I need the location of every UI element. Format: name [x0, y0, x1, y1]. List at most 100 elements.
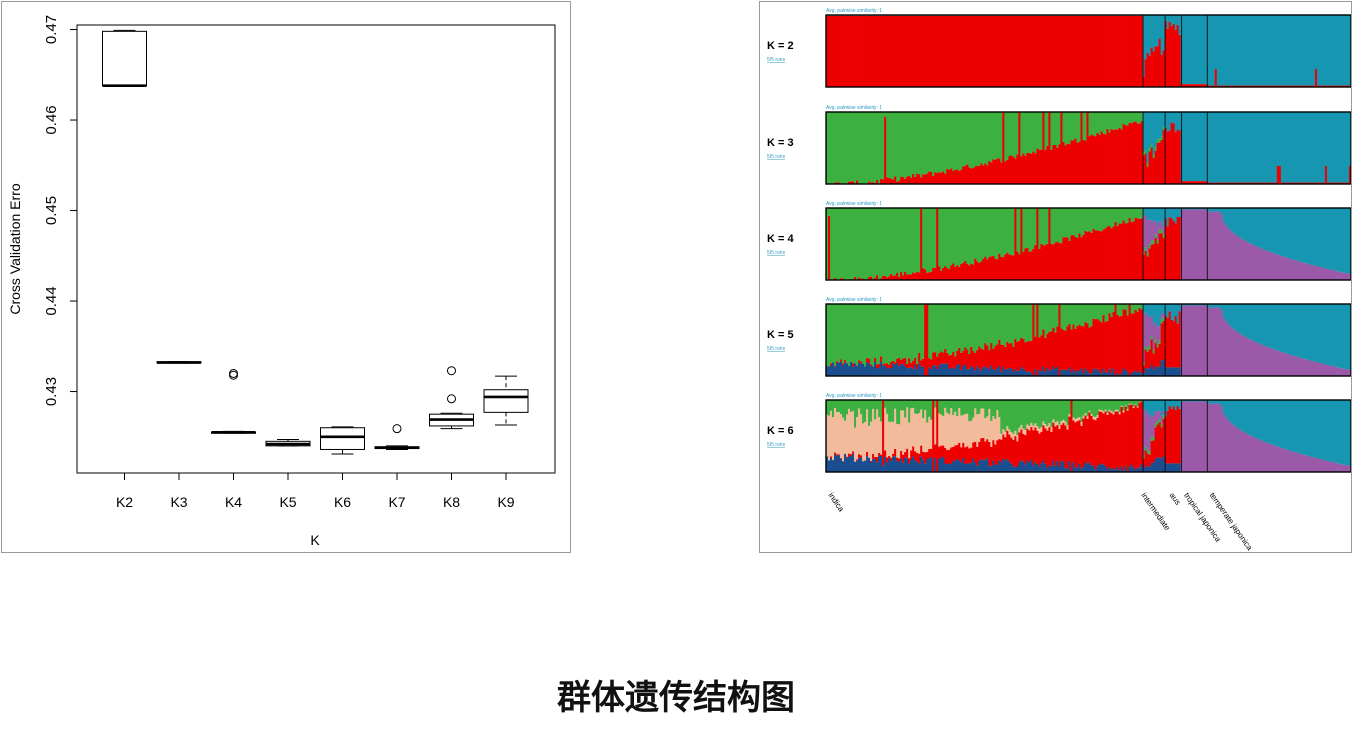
ancestry-segment-navy [1134, 370, 1137, 376]
ancestry-segment-red [1314, 182, 1318, 184]
ancestry-segment-red [990, 162, 993, 184]
ancestry-segment-red [890, 361, 893, 369]
ancestry-segment-red [1092, 419, 1095, 466]
ancestry-segment-teal [1266, 112, 1270, 183]
ancestry-segment-green [1158, 418, 1162, 423]
ancestry-segment-teal [1252, 304, 1256, 342]
ancestry-segment-green [876, 304, 879, 365]
ancestry-segment-red [1076, 142, 1079, 184]
ancestry-segment-navy [1122, 368, 1125, 376]
ancestry-segment-purple [1206, 307, 1210, 376]
ancestry-segment-purple [1298, 357, 1302, 376]
ancestry-segment-navy [1108, 467, 1111, 472]
ancestry-segment-green [1148, 147, 1152, 152]
ancestry-segment-teal [1320, 304, 1324, 364]
ancestry-segment-peach [914, 413, 917, 452]
ancestry-segment-navy [1174, 367, 1178, 376]
ancestry-segment-green [984, 304, 987, 344]
ancestry-segment-red [970, 263, 973, 280]
ancestry-segment-purple [1198, 305, 1202, 376]
ancestry-segment-red [1112, 15, 1115, 87]
ancestry-segment-navy [986, 458, 989, 472]
ancestry-segment-red [894, 362, 897, 365]
ancestry-segment-navy [890, 368, 893, 376]
ancestry-segment-teal [1196, 15, 1200, 85]
ancestry-segment-teal [1212, 112, 1216, 183]
ancestry-segment-green [838, 304, 841, 363]
ancestry-segment-navy [994, 465, 997, 472]
ancestry-segment-purple [1292, 355, 1296, 376]
ancestry-segment-green [1082, 112, 1085, 140]
ancestry-segment-red [1088, 231, 1091, 280]
ancestry-segment-red [1316, 85, 1320, 87]
ancestry-segment-teal [1190, 112, 1194, 182]
ancestry-segment-red [1022, 251, 1025, 280]
ancestry-segment-red [1008, 15, 1011, 87]
ancestry-segment-red [1144, 59, 1148, 87]
ancestry-segment-red [1332, 182, 1336, 184]
ancestry-segment-green [896, 400, 899, 424]
ancestry-segment-navy [1012, 371, 1015, 376]
ancestry-segment-teal [1206, 400, 1210, 404]
ancestry-segment-green [990, 400, 993, 421]
ancestry-segment-teal [1192, 304, 1196, 306]
ancestry-segment-red [944, 348, 947, 364]
ancestry-segment-red [1166, 317, 1170, 368]
iqr-box [320, 427, 365, 450]
ancestry-segment-red [1152, 158, 1156, 184]
ancestry-segment-red [1140, 218, 1144, 280]
ancestry-segment-teal [1202, 304, 1206, 306]
ancestry-segment-red [1170, 319, 1174, 368]
ancestry-segment-teal [1200, 208, 1204, 210]
ancestry-segment-navy [1170, 367, 1174, 376]
ancestry-segment-red [1068, 240, 1071, 280]
ancestry-segment-green [826, 208, 829, 280]
ancestry-segment-red [858, 277, 861, 280]
ancestry-segment-red [1012, 156, 1015, 184]
ancestry-segment-green [1126, 112, 1129, 126]
ancestry-segment-red [1236, 182, 1240, 184]
ancestry-segment-red [1076, 325, 1079, 371]
ancestry-segment-green [988, 208, 991, 258]
ancestry-segment-red [1248, 182, 1252, 184]
ancestry-segment-red [1134, 15, 1137, 87]
ancestry-segment-red [1022, 338, 1025, 369]
ancestry-segment-red [1176, 24, 1180, 87]
admixture-structure-plot: Avg. pairwise similarity: 1K = 25/5 runs… [767, 8, 1352, 552]
ancestry-segment-peach [1010, 431, 1013, 438]
ancestry-segment-purple [1302, 454, 1306, 472]
ancestry-segment-red [920, 360, 923, 367]
ancestry-segment-red [938, 15, 941, 87]
ancestry-segment-navy [936, 368, 939, 376]
ancestry-segment-red [1164, 20, 1168, 87]
ancestry-segment-purple [1296, 356, 1300, 376]
ancestry-segment-teal [1250, 208, 1254, 245]
ancestry-segment-green [1006, 304, 1009, 342]
ancestry-segment-navy [952, 460, 955, 472]
ancestry-segment-red [908, 358, 911, 368]
ancestry-segment-red [994, 258, 997, 280]
ancestry-segment-red [1304, 85, 1308, 87]
ancestry-segment-navy [928, 458, 931, 472]
ancestry-segment-red [934, 15, 937, 87]
ancestry-segment-red [1062, 237, 1065, 280]
ancestry-segment-green [1150, 241, 1154, 245]
ancestry-segment-red [954, 169, 957, 184]
ancestry-segment-red [1172, 406, 1176, 464]
ancestry-segment-red [892, 275, 895, 280]
ancestry-segment-red [1026, 341, 1029, 373]
ancestry-segment-teal [1154, 304, 1158, 322]
ancestry-segment-red [1126, 315, 1129, 372]
ancestry-segment-peach [950, 408, 953, 448]
ancestry-segment-red [986, 345, 989, 368]
ancestry-segment-red [930, 172, 933, 184]
ancestry-segment-red [1148, 151, 1152, 184]
ancestry-segment-green [978, 112, 981, 166]
ancestry-segment-navy [856, 460, 859, 472]
ancestry-segment-teal [1174, 15, 1178, 30]
ancestry-segment-green [1088, 208, 1091, 232]
ancestry-segment-red [910, 274, 913, 280]
ancestry-segment-red [1000, 439, 1003, 463]
ancestry-segment-teal [1164, 304, 1168, 316]
ancestry-segment-red [1152, 440, 1156, 463]
